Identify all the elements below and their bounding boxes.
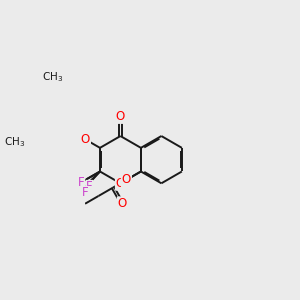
- Text: O: O: [81, 133, 90, 146]
- Text: F: F: [78, 176, 85, 189]
- Text: O: O: [116, 110, 125, 123]
- Text: CH$_3$: CH$_3$: [4, 135, 26, 149]
- Text: O: O: [118, 197, 127, 210]
- Text: CH$_3$: CH$_3$: [42, 70, 63, 84]
- Text: F: F: [86, 181, 93, 194]
- Text: O: O: [122, 173, 131, 186]
- Text: F: F: [82, 187, 89, 200]
- Text: O: O: [116, 177, 125, 190]
